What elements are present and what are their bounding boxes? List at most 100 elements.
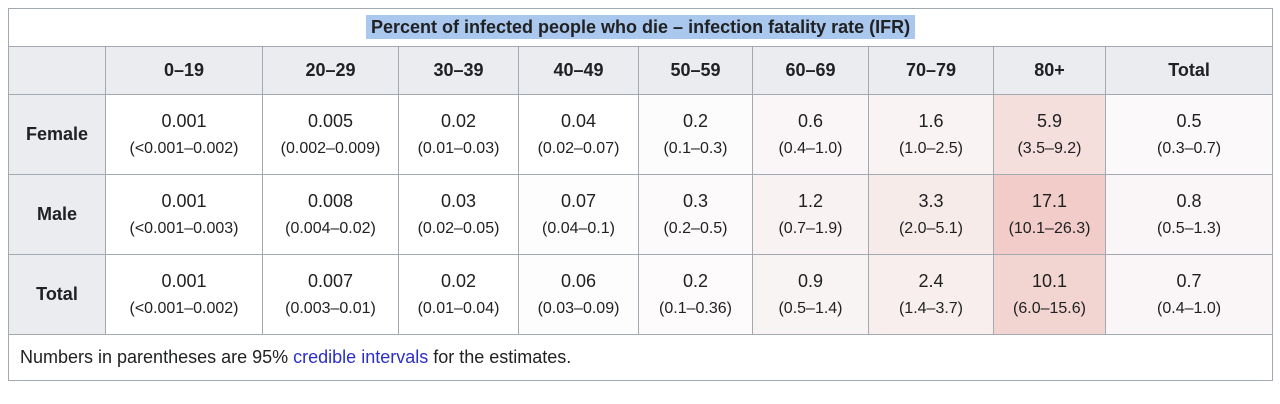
table-footnote: Numbers in parentheses are 95% credible … (7, 334, 1274, 381)
ifr-table: Percent of infected people who die – inf… (7, 8, 1274, 381)
ifr-interval: (1.0–2.5) (898, 140, 964, 157)
ifr-interval: (10.1–26.3) (1008, 220, 1091, 237)
ifr-interval: (<0.001–0.003) (129, 220, 239, 237)
ifr-interval: (0.5–1.4) (778, 300, 843, 317)
ifr-cell-total-0-19: 0.001 (<0.001–0.002) (105, 254, 263, 335)
footnote-text-prefix: Numbers in parentheses are 95% (20, 347, 294, 367)
ifr-cell-total-20-29: 0.007 (0.003–0.01) (262, 254, 399, 335)
ifr-cell-female-80: 5.9 (3.5–9.2) (993, 94, 1106, 175)
ifr-cell-total-60-69: 0.9 (0.5–1.4) (752, 254, 869, 335)
header-row: 0–19 20–29 30–39 40–49 50–59 60–69 70–79 80+ Tot… (8, 46, 1274, 95)
ifr-value: 5.9 (1036, 111, 1063, 131)
credible-intervals-link[interactable]: credible intervals (293, 347, 429, 367)
ifr-interval: (2.0–5.1) (898, 220, 964, 237)
ifr-interval: (0.2–0.5) (663, 220, 728, 237)
ifr-value: 0.007 (307, 271, 354, 291)
ifr-interval: (3.5–9.2) (1017, 140, 1082, 157)
ifr-value: 0.8 (1176, 191, 1202, 211)
ifr-interval: (0.03–0.09) (537, 300, 620, 317)
column-header-50-59: 50–59 (638, 46, 753, 95)
footnote-text-suffix: for the estimates. (428, 347, 572, 367)
ifr-interval: (<0.001–0.002) (129, 300, 239, 317)
column-header-40-49: 40–49 (518, 46, 639, 95)
ifr-cell-total-30-39: 0.02 (0.01–0.04) (398, 254, 519, 335)
ifr-value: 3.3 (918, 191, 944, 211)
ifr-cell-male-total: 0.8 (0.5–1.3) (1104, 174, 1274, 255)
ifr-value: 0.2 (682, 271, 709, 291)
ifr-value: 17.1 (1031, 191, 1068, 211)
corner-header (8, 46, 106, 95)
caption-highlight: Percent of infected people who die – inf… (366, 15, 916, 39)
column-header-70-79: 70–79 (868, 46, 994, 95)
ifr-cell-female-70-79: 1.6 (1.0–2.5) (868, 94, 994, 175)
ifr-value: 0.008 (307, 191, 354, 211)
ifr-interval: (0.4–1.0) (1157, 300, 1222, 317)
ifr-cell-total-total: 0.7 (0.4–1.0) (1104, 254, 1274, 335)
ifr-cell-female-total: 0.5 (0.3–0.7) (1104, 94, 1274, 175)
ifr-cell-male-70-79: 3.3 (2.0–5.1) (868, 174, 994, 255)
ifr-interval: (0.4–1.0) (778, 140, 843, 157)
column-header-60-69: 60–69 (752, 46, 869, 95)
ifr-interval: (0.04–0.1) (542, 220, 615, 237)
ifr-cell-male-0-19: 0.001 (<0.001–0.003) (105, 174, 263, 255)
ifr-cell-total-50-59: 0.2 (0.1–0.36) (638, 254, 753, 335)
ifr-value: 0.001 (161, 191, 207, 211)
row-header-male: Male (8, 174, 106, 255)
ifr-interval: (1.4–3.7) (898, 300, 964, 317)
ifr-value: 0.5 (1176, 111, 1202, 131)
row-header-total: Total (8, 254, 106, 335)
column-header-30-39: 30–39 (398, 46, 519, 95)
ifr-cell-female-40-49: 0.04 (0.02–0.07) (518, 94, 639, 175)
ifr-interval: (<0.001–0.002) (129, 140, 239, 157)
ifr-interval: (0.7–1.9) (778, 220, 843, 237)
ifr-value: 0.9 (797, 271, 824, 291)
ifr-value: 0.02 (440, 111, 477, 131)
table-caption: Percent of infected people who die – inf… (7, 8, 1274, 47)
column-header-total: Total (1104, 46, 1274, 95)
ifr-value: 2.4 (918, 271, 944, 291)
ifr-cell-total-40-49: 0.06 (0.03–0.09) (518, 254, 639, 335)
data-row-total: Total 0.001 (<0.001–0.002) 0.007 (0.003–0.01… (8, 254, 1274, 335)
ifr-value: 10.1 (1031, 271, 1068, 291)
ifr-interval: (0.003–0.01) (285, 300, 376, 317)
ifr-interval: (6.0–15.6) (1013, 300, 1086, 317)
ifr-value: 0.7 (1176, 271, 1202, 291)
ifr-cell-total-80: 10.1 (6.0–15.6) (993, 254, 1106, 335)
data-row-male: Male 0.001 (<0.001–0.003) 0.008 (0.004–0.02)… (8, 174, 1274, 255)
ifr-cell-female-20-29: 0.005 (0.002–0.009) (262, 94, 399, 175)
ifr-interval: (0.1–0.3) (663, 140, 728, 157)
ifr-value: 0.04 (560, 111, 597, 131)
ifr-value: 0.2 (682, 111, 709, 131)
ifr-interval: (0.002–0.009) (280, 140, 381, 157)
ifr-value: 0.06 (560, 271, 597, 291)
footnote-row: Numbers in parentheses are 95% credible … (7, 334, 1274, 381)
ifr-cell-male-80: 17.1 (10.1–26.3) (993, 174, 1106, 255)
ifr-interval: (0.1–0.36) (659, 300, 732, 317)
ifr-value: 0.02 (440, 271, 477, 291)
ifr-cell-female-60-69: 0.6 (0.4–1.0) (752, 94, 869, 175)
ifr-interval: (0.01–0.04) (417, 300, 500, 317)
data-row-female: Female 0.001 (<0.001–0.002) 0.005 (0.002–0.0… (8, 94, 1274, 175)
ifr-value: 0.001 (161, 111, 207, 131)
ifr-value: 1.6 (918, 111, 944, 131)
ifr-cell-female-50-59: 0.2 (0.1–0.3) (638, 94, 753, 175)
ifr-value: 0.03 (440, 191, 477, 211)
ifr-cell-female-30-39: 0.02 (0.01–0.03) (398, 94, 519, 175)
column-header-0-19: 0–19 (105, 46, 263, 95)
ifr-value: 0.3 (682, 191, 709, 211)
ifr-value: 0.005 (307, 111, 354, 131)
ifr-interval: (0.5–1.3) (1157, 220, 1222, 237)
ifr-interval: (0.02–0.05) (417, 220, 500, 237)
ifr-interval: (0.02–0.07) (537, 140, 620, 157)
ifr-cell-male-40-49: 0.07 (0.04–0.1) (518, 174, 639, 255)
ifr-cell-total-70-79: 2.4 (1.4–3.7) (868, 254, 994, 335)
caption-row: Percent of infected people who die – inf… (7, 8, 1274, 47)
ifr-cell-female-0-19: 0.001 (<0.001–0.002) (105, 94, 263, 175)
column-header-20-29: 20–29 (262, 46, 399, 95)
ifr-cell-male-60-69: 1.2 (0.7–1.9) (752, 174, 869, 255)
ifr-interval: (0.004–0.02) (285, 220, 376, 237)
column-header-80: 80+ (993, 46, 1106, 95)
row-header-female: Female (8, 94, 106, 175)
ifr-interval: (0.01–0.03) (417, 140, 500, 157)
ifr-cell-male-50-59: 0.3 (0.2–0.5) (638, 174, 753, 255)
